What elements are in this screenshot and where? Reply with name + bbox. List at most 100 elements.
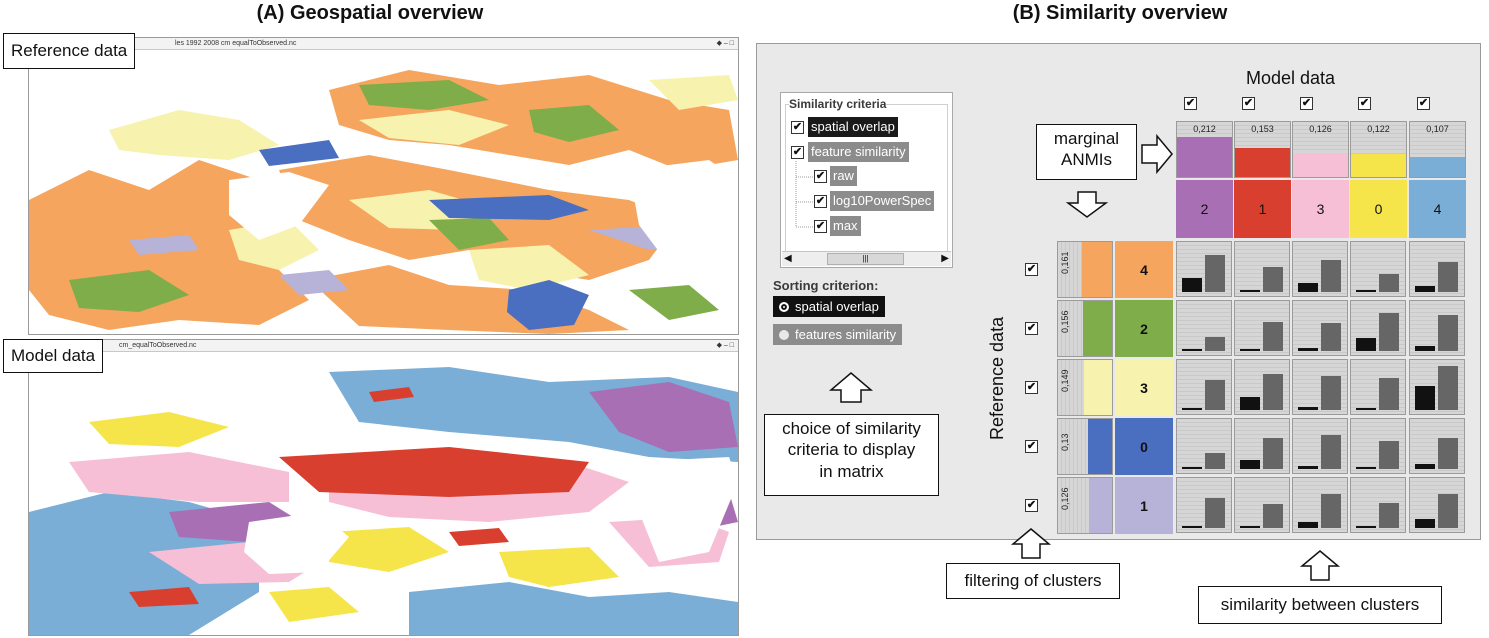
- spatial-overlap-bar: [1182, 467, 1202, 469]
- scroll-thumb[interactable]: |||: [827, 253, 904, 265]
- scroll-left-arrow-icon[interactable]: ◀: [784, 253, 792, 264]
- matrix-cell[interactable]: [1176, 477, 1232, 533]
- feature-similarity-bar: [1321, 435, 1341, 469]
- checkbox-raw[interactable]: ✔: [814, 170, 827, 183]
- matrix-cell[interactable]: [1176, 418, 1232, 474]
- model-cluster-header[interactable]: 2: [1176, 180, 1233, 238]
- model-cluster-checkbox[interactable]: ✔: [1184, 97, 1197, 110]
- model-cluster-checkbox[interactable]: ✔: [1358, 97, 1371, 110]
- model-cluster-header[interactable]: 0: [1350, 180, 1407, 238]
- matrix-cell[interactable]: [1409, 241, 1465, 297]
- matrix-cell[interactable]: [1350, 300, 1406, 356]
- reference-cluster-checkbox[interactable]: ✔: [1025, 440, 1038, 453]
- spatial-overlap-bar: [1298, 407, 1318, 410]
- reference-cluster-checkbox[interactable]: ✔: [1025, 322, 1038, 335]
- matrix-cell[interactable]: [1350, 418, 1406, 474]
- matrix-cell[interactable]: [1350, 477, 1406, 533]
- matrix-cell[interactable]: [1234, 300, 1290, 356]
- model-map-window[interactable]: cm_equalToObserved.nc ◆ – □: [28, 339, 739, 636]
- feature-similarity-bar: [1205, 255, 1225, 292]
- criterion-max[interactable]: max: [830, 216, 861, 236]
- reference-map-window[interactable]: les 1992 2008 cm equalToObserved.nc ◆ – …: [28, 37, 739, 335]
- marginal-anmi-value: 0,161: [1060, 251, 1070, 274]
- matrix-cell[interactable]: [1409, 300, 1465, 356]
- criterion-spatial-overlap[interactable]: spatial overlap: [808, 117, 898, 137]
- radio-features-similarity[interactable]: features similarity: [773, 324, 903, 345]
- spatial-overlap-bar: [1356, 338, 1376, 351]
- model-cluster-checkbox[interactable]: ✔: [1242, 97, 1255, 110]
- feature-similarity-bar: [1263, 504, 1283, 528]
- matrix-cell[interactable]: [1176, 300, 1232, 356]
- callout-text: marginal: [1053, 129, 1120, 148]
- matrix-cell[interactable]: [1176, 241, 1232, 297]
- checkbox-feature-similarity[interactable]: ✔: [791, 146, 804, 159]
- model-cluster-header[interactable]: 1: [1234, 180, 1291, 238]
- reference-cluster-checkbox[interactable]: ✔: [1025, 499, 1038, 512]
- radio-features-similarity-label: features similarity: [795, 327, 897, 342]
- criteria-scrollbar[interactable]: ◀ ||| ▶: [782, 251, 951, 266]
- feature-similarity-bar: [1321, 260, 1341, 292]
- matrix-cell[interactable]: [1292, 300, 1348, 356]
- feature-similarity-bar: [1321, 376, 1341, 410]
- model-cluster-header[interactable]: 3: [1292, 180, 1349, 238]
- matrix-cell[interactable]: [1234, 241, 1290, 297]
- callout-text: in matrix: [819, 461, 884, 481]
- feature-similarity-bar: [1263, 267, 1283, 292]
- marginal-anmi-bar: [1177, 137, 1232, 177]
- model-cluster-checkbox[interactable]: ✔: [1300, 97, 1313, 110]
- reference-cluster-label[interactable]: 0: [1115, 418, 1173, 475]
- marginal-anmi-value: 0,153: [1251, 124, 1274, 134]
- matrix-cell[interactable]: [1234, 359, 1290, 415]
- matrix-cell[interactable]: [1409, 477, 1465, 533]
- similarity-callout: similarity between clusters: [1198, 586, 1442, 624]
- model-marginal-anmi: 0,212: [1176, 121, 1233, 178]
- matrix-cell[interactable]: [1350, 241, 1406, 297]
- reference-cluster-label[interactable]: 2: [1115, 300, 1173, 357]
- radio-unselected-icon: [779, 330, 789, 340]
- spatial-overlap-bar: [1240, 460, 1260, 469]
- feature-similarity-bar: [1263, 322, 1283, 351]
- reference-cluster-map: [29, 50, 738, 334]
- criterion-raw[interactable]: raw: [830, 166, 857, 186]
- checkbox-log10powerspec[interactable]: ✔: [814, 195, 827, 208]
- matrix-cell[interactable]: [1409, 418, 1465, 474]
- matrix-cell[interactable]: [1292, 477, 1348, 533]
- reference-cluster-label[interactable]: 4: [1115, 241, 1173, 298]
- window-controls[interactable]: ◆ – □: [716, 40, 734, 47]
- feature-similarity-bar: [1205, 380, 1225, 410]
- model-cluster-checkbox[interactable]: ✔: [1417, 97, 1430, 110]
- reference-cluster-checkbox[interactable]: ✔: [1025, 381, 1038, 394]
- checkbox-spatial-overlap[interactable]: ✔: [791, 121, 804, 134]
- marginal-anmi-bar: [1235, 148, 1290, 177]
- spatial-overlap-bar: [1240, 526, 1260, 528]
- criterion-feature-similarity[interactable]: feature similarity: [808, 142, 909, 162]
- feature-similarity-bar: [1321, 323, 1341, 351]
- scroll-right-arrow-icon[interactable]: ▶: [941, 253, 949, 264]
- marginal-anmi-value: 0,126: [1309, 124, 1332, 134]
- matrix-cell[interactable]: [1176, 359, 1232, 415]
- matrix-cell[interactable]: [1350, 359, 1406, 415]
- model-cluster-map: [29, 352, 738, 635]
- matrix-cell[interactable]: [1409, 359, 1465, 415]
- reference-cluster-label[interactable]: 1: [1115, 477, 1173, 534]
- reference-cluster-label[interactable]: 3: [1115, 359, 1173, 416]
- window-controls[interactable]: ◆ – □: [716, 342, 734, 349]
- checkbox-max[interactable]: ✔: [814, 220, 827, 233]
- matrix-cell[interactable]: [1234, 477, 1290, 533]
- feature-similarity-bar: [1438, 494, 1458, 528]
- marginal-anmi-bar: [1083, 301, 1112, 356]
- reference-cluster-checkbox[interactable]: ✔: [1025, 263, 1038, 276]
- matrix-cell[interactable]: [1292, 241, 1348, 297]
- matrix-cell[interactable]: [1292, 418, 1348, 474]
- marginal-anmi-bar: [1351, 154, 1406, 177]
- matrix-cell[interactable]: [1234, 418, 1290, 474]
- matrix-cell[interactable]: [1292, 359, 1348, 415]
- feature-similarity-bar: [1379, 503, 1399, 528]
- spatial-overlap-bar: [1298, 522, 1318, 528]
- radio-spatial-overlap[interactable]: spatial overlap: [773, 296, 885, 317]
- feature-similarity-bar: [1263, 438, 1283, 469]
- criterion-log10powerspec[interactable]: log10PowerSpec: [830, 191, 935, 211]
- heading-geospatial: (A) Geospatial overview: [256, 2, 484, 24]
- reference-data-axis-label: Reference data: [987, 316, 1007, 440]
- model-cluster-header[interactable]: 4: [1409, 180, 1466, 238]
